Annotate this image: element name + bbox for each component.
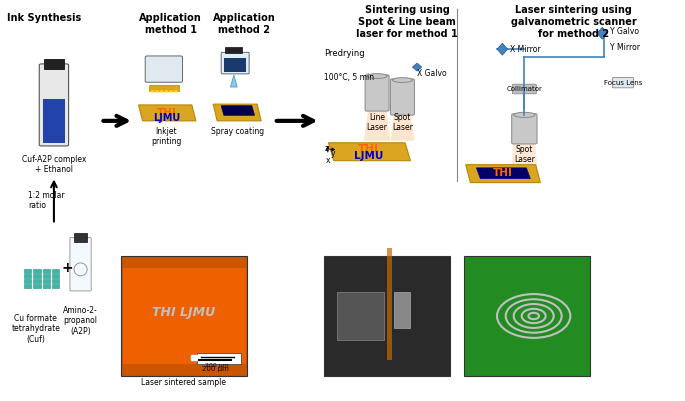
Circle shape xyxy=(160,90,164,93)
Polygon shape xyxy=(138,105,196,121)
Text: 200 μm: 200 μm xyxy=(202,366,229,372)
FancyBboxPatch shape xyxy=(221,53,249,74)
Text: Cuf-A2P complex
+ Ethanol: Cuf-A2P complex + Ethanol xyxy=(22,155,86,174)
Polygon shape xyxy=(412,63,422,71)
Text: Inkjet
printing: Inkjet printing xyxy=(151,127,182,146)
Text: Collimator: Collimator xyxy=(506,86,543,92)
Text: Amino-2-
propanol
(A2P): Amino-2- propanol (A2P) xyxy=(63,306,98,336)
Bar xyxy=(24,284,32,288)
Ellipse shape xyxy=(393,78,412,83)
Ellipse shape xyxy=(514,112,535,117)
FancyBboxPatch shape xyxy=(39,64,68,146)
Text: Cu formate
tetrahydrate
(Cuf): Cu formate tetrahydrate (Cuf) xyxy=(12,314,60,344)
Bar xyxy=(43,99,64,143)
Text: z: z xyxy=(325,144,329,153)
Bar xyxy=(52,274,60,278)
Bar xyxy=(149,85,179,91)
Bar xyxy=(225,47,242,53)
Circle shape xyxy=(151,90,155,93)
Bar xyxy=(74,233,87,241)
Polygon shape xyxy=(497,43,508,55)
Bar xyxy=(42,279,50,283)
FancyBboxPatch shape xyxy=(612,77,634,88)
Bar xyxy=(34,274,40,278)
Text: Y Galvo: Y Galvo xyxy=(610,27,639,36)
Bar xyxy=(387,248,393,360)
Text: LJMU: LJMU xyxy=(353,151,383,161)
Bar xyxy=(42,284,50,288)
FancyBboxPatch shape xyxy=(512,114,537,144)
Text: +: + xyxy=(62,261,73,275)
Ellipse shape xyxy=(367,74,387,79)
Polygon shape xyxy=(466,165,540,182)
Polygon shape xyxy=(328,143,410,161)
Text: Y Mirror: Y Mirror xyxy=(610,43,640,52)
FancyBboxPatch shape xyxy=(464,256,590,376)
Text: Application
method 1: Application method 1 xyxy=(139,13,202,35)
Polygon shape xyxy=(390,112,414,141)
Text: Ink Synthesis: Ink Synthesis xyxy=(7,13,81,23)
Text: X Galvo: X Galvo xyxy=(417,69,447,77)
Text: THI LJMU: THI LJMU xyxy=(152,306,216,318)
Polygon shape xyxy=(597,27,608,39)
FancyBboxPatch shape xyxy=(365,75,389,111)
Text: Spot
Laser: Spot Laser xyxy=(514,145,535,164)
FancyBboxPatch shape xyxy=(324,256,451,376)
Bar xyxy=(34,279,40,283)
Text: Spray coating: Spray coating xyxy=(210,127,264,136)
Bar xyxy=(52,284,60,288)
Circle shape xyxy=(164,90,169,93)
Text: 200 μm: 200 μm xyxy=(206,363,229,368)
Polygon shape xyxy=(231,75,237,87)
Bar xyxy=(224,58,247,72)
Text: THI: THI xyxy=(157,108,177,118)
FancyBboxPatch shape xyxy=(390,79,414,115)
Text: 100°C, 5 min: 100°C, 5 min xyxy=(324,73,374,81)
Text: Predrying: Predrying xyxy=(324,49,364,58)
Text: x: x xyxy=(325,156,330,165)
Text: Line
Laser: Line Laser xyxy=(366,113,388,132)
Bar xyxy=(52,279,60,283)
Text: 1:2 molar
ratio: 1:2 molar ratio xyxy=(28,191,64,210)
Bar xyxy=(24,269,32,273)
Bar xyxy=(44,59,64,69)
Bar xyxy=(42,269,50,273)
Text: Spot
Laser: Spot Laser xyxy=(392,113,413,132)
Text: y: y xyxy=(331,150,336,158)
Bar xyxy=(24,274,32,278)
Circle shape xyxy=(155,90,159,93)
Text: Focus Lens: Focus Lens xyxy=(603,80,642,86)
Text: THI: THI xyxy=(493,168,513,178)
Polygon shape xyxy=(213,104,261,121)
Text: Application
method 2: Application method 2 xyxy=(212,13,275,35)
FancyBboxPatch shape xyxy=(197,352,240,364)
Polygon shape xyxy=(364,108,390,141)
Text: X Mirror: X Mirror xyxy=(510,45,541,54)
Bar xyxy=(52,269,60,273)
Text: Laser sintering using
galvanometric scanner
for method 2: Laser sintering using galvanometric scan… xyxy=(511,5,636,38)
Bar xyxy=(190,355,217,360)
Bar xyxy=(24,279,32,283)
Bar xyxy=(42,274,50,278)
Polygon shape xyxy=(512,117,537,165)
FancyBboxPatch shape xyxy=(512,84,536,94)
Circle shape xyxy=(169,90,173,93)
Bar xyxy=(34,284,40,288)
FancyBboxPatch shape xyxy=(123,268,247,364)
FancyBboxPatch shape xyxy=(145,56,182,82)
Polygon shape xyxy=(221,106,255,115)
Text: Sintering using
Spot & Line beam
laser for method 1: Sintering using Spot & Line beam laser f… xyxy=(356,5,458,38)
Polygon shape xyxy=(476,168,530,178)
Text: LJMU: LJMU xyxy=(153,113,180,124)
FancyBboxPatch shape xyxy=(70,237,91,291)
Circle shape xyxy=(174,90,178,93)
FancyBboxPatch shape xyxy=(121,256,247,376)
Text: THI: THI xyxy=(358,144,379,154)
Bar xyxy=(394,292,410,328)
Bar xyxy=(34,269,40,273)
Bar xyxy=(337,292,384,340)
Text: Laser sintered sample: Laser sintered sample xyxy=(141,378,226,387)
